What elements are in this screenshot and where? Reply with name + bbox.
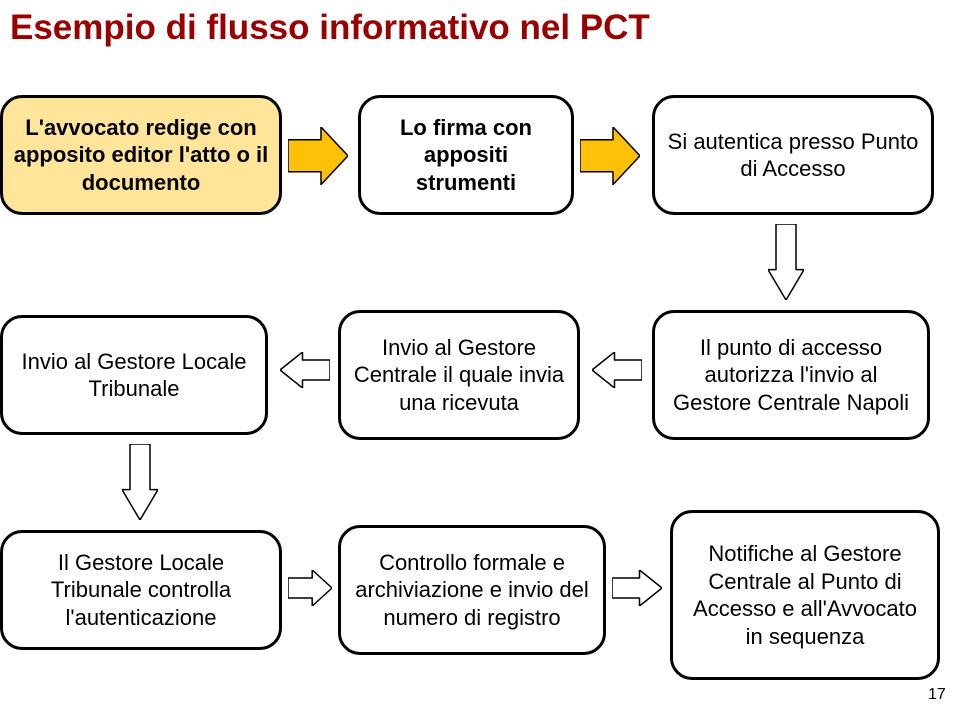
arrow-down-icon (768, 224, 804, 300)
node-label: Il punto di accesso autorizza l'invio al… (665, 334, 917, 417)
node-gestore-controlla: Il Gestore Locale Tribunale controlla l'… (0, 530, 282, 650)
node-label: Controllo formale e archiviazione e invi… (351, 549, 593, 632)
diagram-canvas: Esempio di flusso informativo nel PCT L'… (0, 0, 960, 709)
node-label: Il Gestore Locale Tribunale controlla l'… (13, 549, 269, 632)
arrow-right-icon (612, 570, 662, 606)
node-label: Invio al Gestore Locale Tribunale (13, 348, 255, 403)
arrow-block-right-icon (288, 127, 348, 185)
node-autentica: Si autentica presso Punto di Accesso (652, 95, 934, 215)
node-label: Lo firma con appositi strumenti (371, 114, 561, 197)
node-invio-gestore-centrale: Invio al Gestore Centrale il quale invia… (338, 310, 580, 440)
node-firma: Lo firma con appositi strumenti (358, 95, 574, 215)
node-label: L'avvocato redige con apposito editor l'… (13, 114, 269, 197)
node-label: Invio al Gestore Centrale il quale invia… (351, 334, 567, 417)
node-label: Si autentica presso Punto di Accesso (665, 128, 921, 183)
node-invio-gestore-locale: Invio al Gestore Locale Tribunale (0, 315, 268, 435)
arrow-right-icon (288, 570, 332, 606)
node-avvocato-redige: L'avvocato redige con apposito editor l'… (0, 95, 282, 215)
node-punto-accesso-autorizza: Il punto di accesso autorizza l'invio al… (652, 310, 930, 440)
arrow-left-icon (280, 352, 330, 388)
page-title: Esempio di flusso informativo nel PCT (10, 8, 650, 48)
arrow-block-right-icon (580, 127, 640, 185)
node-label: Notifiche al Gestore Centrale al Punto d… (683, 540, 927, 650)
arrow-down-icon (122, 444, 158, 520)
node-notifiche: Notifiche al Gestore Centrale al Punto d… (670, 510, 940, 680)
node-controllo-formale: Controllo formale e archiviazione e invi… (338, 525, 606, 655)
page-number: 17 (928, 686, 946, 704)
arrow-left-icon (592, 352, 642, 388)
